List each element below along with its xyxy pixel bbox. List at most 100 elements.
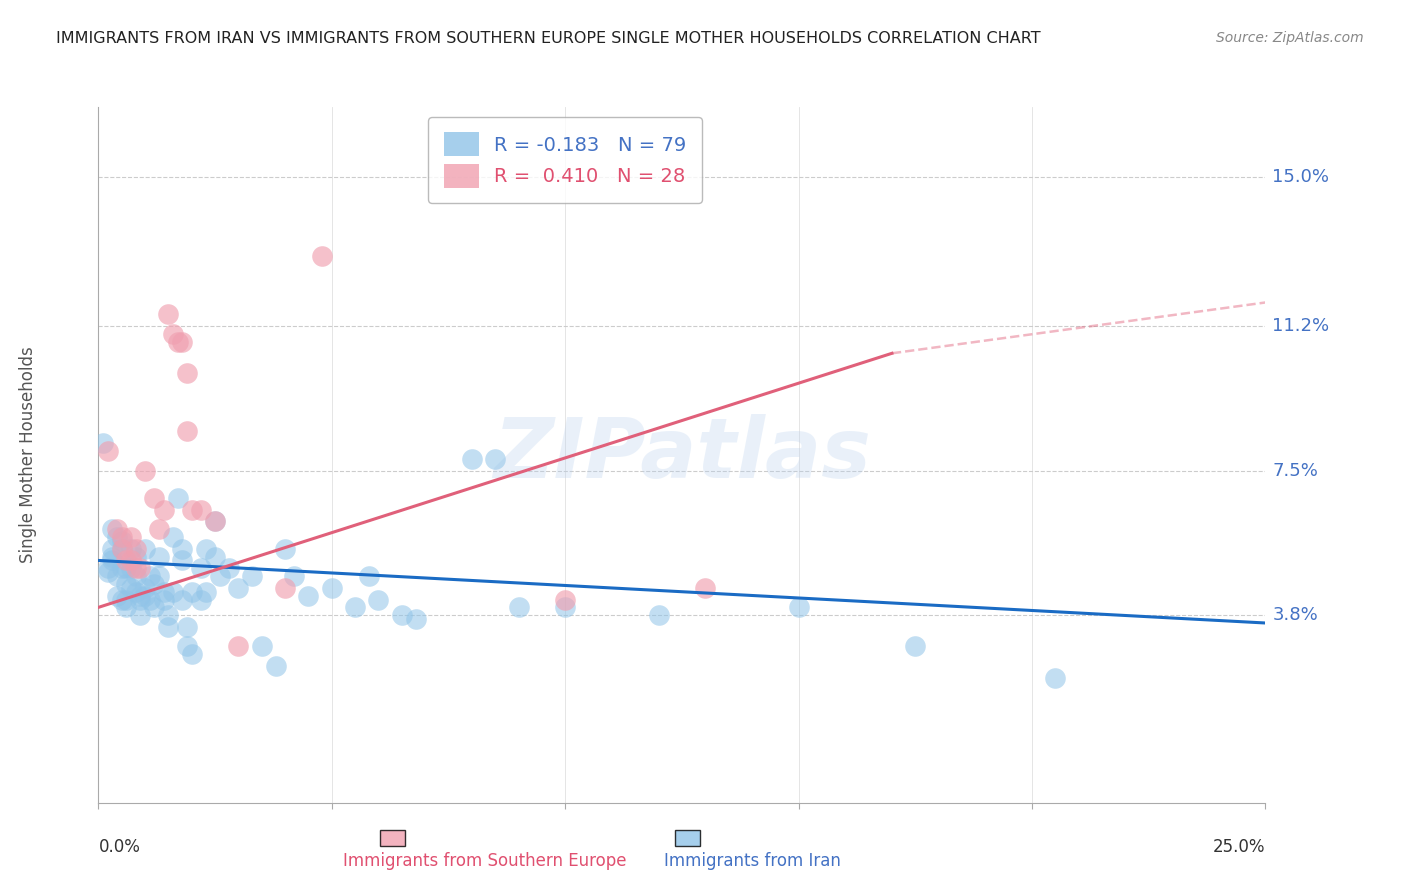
Point: [367, 592, 389, 607]
Point: [554, 592, 576, 607]
Point: [105, 530, 128, 544]
Point: [101, 522, 124, 536]
Point: [176, 425, 198, 439]
Point: [152, 502, 174, 516]
Point: [143, 491, 166, 505]
Point: [218, 561, 240, 575]
Point: [787, 600, 810, 615]
Point: [190, 502, 212, 516]
Point: [139, 592, 162, 607]
Text: ZIPatlas: ZIPatlas: [494, 415, 870, 495]
Text: 0.0%: 0.0%: [98, 838, 141, 856]
Point: [194, 584, 217, 599]
Point: [125, 584, 148, 599]
Point: [139, 569, 162, 583]
Point: [204, 514, 226, 528]
Point: [101, 553, 124, 567]
Point: [105, 589, 128, 603]
Point: [228, 581, 250, 595]
Point: [344, 600, 367, 615]
Point: [297, 589, 319, 603]
Point: [242, 569, 264, 583]
Point: [204, 549, 226, 564]
Point: [554, 600, 576, 615]
Point: [148, 522, 170, 536]
Point: [148, 549, 170, 564]
Point: [391, 608, 413, 623]
Point: [904, 640, 927, 654]
Point: [134, 581, 156, 595]
Point: [105, 522, 128, 536]
Point: [180, 647, 202, 661]
Point: [143, 577, 166, 591]
Text: Source: ZipAtlas.com: Source: ZipAtlas.com: [1216, 31, 1364, 45]
Point: [190, 592, 212, 607]
Point: [111, 533, 134, 548]
Point: [120, 581, 142, 595]
Point: [274, 581, 297, 595]
Point: [176, 640, 198, 654]
Point: [97, 561, 120, 575]
Point: [125, 549, 148, 564]
Point: [120, 541, 142, 556]
Point: [228, 640, 250, 654]
Point: [129, 589, 152, 603]
Text: 3.8%: 3.8%: [1272, 607, 1319, 624]
Point: [120, 553, 142, 567]
Point: [134, 589, 156, 603]
Point: [405, 612, 427, 626]
Point: [129, 592, 152, 607]
Point: [129, 608, 152, 623]
Point: [157, 620, 180, 634]
Point: [176, 620, 198, 634]
Point: [115, 600, 138, 615]
Point: [134, 541, 156, 556]
Point: [97, 565, 120, 579]
Point: [125, 561, 148, 575]
Point: [264, 659, 287, 673]
Point: [172, 592, 194, 607]
Point: [97, 444, 120, 458]
Point: [152, 592, 174, 607]
Point: [111, 530, 134, 544]
Point: [1045, 671, 1067, 685]
Point: [208, 569, 231, 583]
Point: [162, 530, 184, 544]
Text: Single Mother Households: Single Mother Households: [20, 347, 37, 563]
Point: [204, 514, 226, 528]
Text: 25.0%: 25.0%: [1213, 838, 1265, 856]
Text: 7.5%: 7.5%: [1272, 461, 1319, 480]
Point: [115, 592, 138, 607]
Point: [321, 581, 343, 595]
Point: [120, 530, 142, 544]
Point: [157, 307, 180, 321]
Point: [250, 640, 273, 654]
Point: [111, 541, 134, 556]
Point: [172, 541, 194, 556]
Point: [129, 561, 152, 575]
Point: [172, 553, 194, 567]
Legend: R = -0.183   N = 79, R =  0.410   N = 28: R = -0.183 N = 79, R = 0.410 N = 28: [429, 117, 702, 203]
Point: [115, 561, 138, 575]
Point: [180, 502, 202, 516]
Point: [115, 577, 138, 591]
Point: [148, 569, 170, 583]
Point: [484, 451, 506, 466]
Point: [115, 553, 138, 567]
Point: [143, 600, 166, 615]
Point: [190, 561, 212, 575]
Point: [695, 581, 717, 595]
Point: [180, 584, 202, 599]
Text: IMMIGRANTS FROM IRAN VS IMMIGRANTS FROM SOUTHERN EUROPE SINGLE MOTHER HOUSEHOLDS: IMMIGRANTS FROM IRAN VS IMMIGRANTS FROM …: [56, 31, 1040, 46]
Point: [101, 549, 124, 564]
Text: 11.2%: 11.2%: [1272, 317, 1330, 334]
Point: [166, 491, 188, 505]
Point: [125, 569, 148, 583]
Text: Immigrants from Iran: Immigrants from Iran: [664, 852, 841, 870]
Point: [134, 464, 156, 478]
Point: [111, 592, 134, 607]
Text: 15.0%: 15.0%: [1272, 169, 1330, 186]
Point: [101, 541, 124, 556]
Point: [162, 584, 184, 599]
Point: [172, 334, 194, 349]
